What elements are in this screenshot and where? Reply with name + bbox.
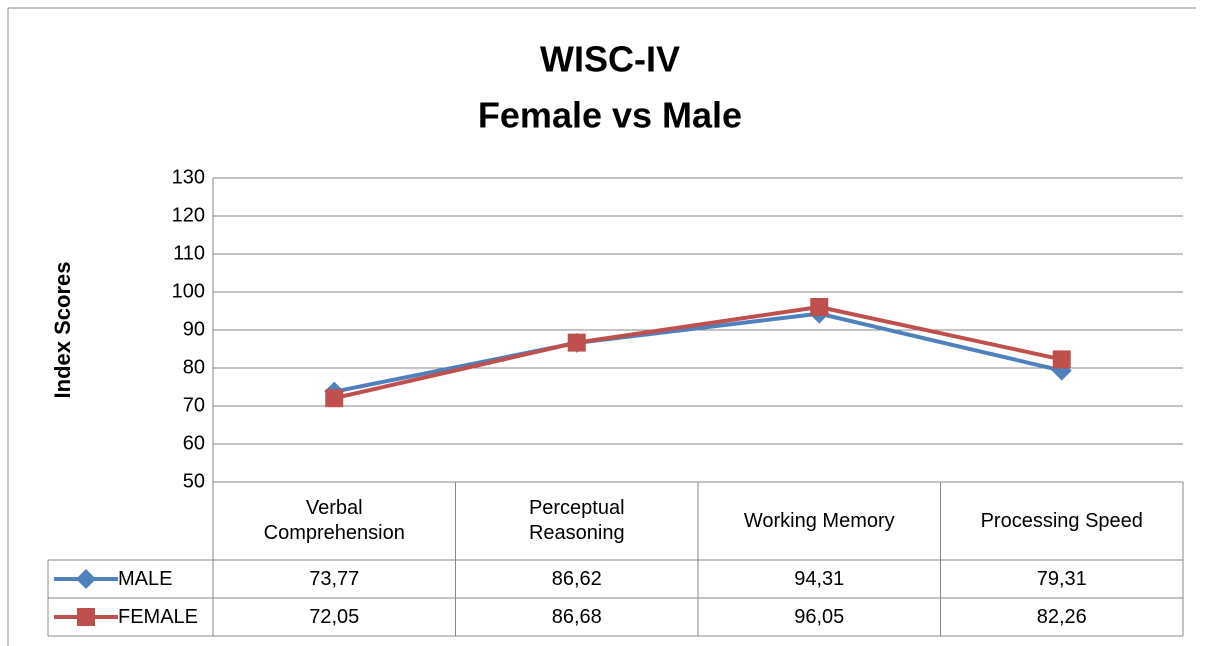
y-axis-title: Index Scores bbox=[50, 262, 75, 399]
x-tick-label-text: Processing Speed bbox=[980, 509, 1143, 532]
chart-title: WISC-IV bbox=[540, 39, 680, 80]
y-tick-label: 80 bbox=[183, 356, 205, 378]
y-tick-label: 90 bbox=[183, 318, 205, 340]
data-label-text: 72,05 bbox=[309, 605, 360, 628]
y-tick-label: 130 bbox=[172, 166, 205, 188]
legend-label: MALE bbox=[118, 560, 213, 598]
legend-marker bbox=[76, 569, 96, 589]
y-tick-label: 100 bbox=[172, 280, 205, 302]
legend-label-text: MALE bbox=[118, 567, 173, 590]
data-label-text: 73,77 bbox=[309, 567, 360, 590]
marker bbox=[810, 298, 829, 317]
x-tick-label: Verbal Comprehension bbox=[213, 482, 456, 560]
series-line bbox=[333, 311, 1063, 394]
x-tick-label-text: Working Memory bbox=[743, 509, 895, 532]
data-label-text: 82,26 bbox=[1036, 605, 1087, 628]
data-label: 94,31 bbox=[698, 560, 941, 598]
y-tick-label: 60 bbox=[183, 432, 205, 454]
y-tick-label: 70 bbox=[183, 394, 205, 416]
data-label-text: 94,31 bbox=[794, 567, 845, 590]
legend-label: FEMALE bbox=[118, 598, 213, 636]
data-label: 73,77 bbox=[213, 560, 456, 598]
x-tick-label: Working Memory bbox=[698, 482, 941, 560]
data-label-text: 86,68 bbox=[551, 605, 602, 628]
y-tick-label: 120 bbox=[172, 204, 205, 226]
data-label: 86,68 bbox=[456, 598, 699, 636]
data-label-text: 96,05 bbox=[794, 605, 845, 628]
data-label-text: 79,31 bbox=[1036, 567, 1087, 590]
data-label: 82,26 bbox=[941, 598, 1184, 636]
marker bbox=[325, 389, 344, 408]
data-label-text: 86,62 bbox=[551, 567, 602, 590]
data-label: 79,31 bbox=[941, 560, 1184, 598]
x-tick-label-text: Verbal Comprehension bbox=[263, 497, 405, 544]
y-tick-label: 110 bbox=[173, 242, 205, 264]
legend-label-text: FEMALE bbox=[118, 605, 199, 628]
marker bbox=[567, 333, 586, 352]
legend-marker bbox=[77, 608, 95, 626]
data-label: 72,05 bbox=[213, 598, 456, 636]
x-tick-label: Processing Speed bbox=[941, 482, 1184, 560]
series-line bbox=[333, 305, 1063, 401]
x-tick-label: Perceptual Reasoning bbox=[456, 482, 699, 560]
data-label: 86,62 bbox=[456, 560, 699, 598]
marker bbox=[1052, 350, 1071, 369]
chart-subtitle: Female vs Male bbox=[478, 95, 742, 136]
y-tick-label: 50 bbox=[183, 470, 205, 492]
x-tick-label-text: Perceptual Reasoning bbox=[528, 497, 625, 544]
data-label: 96,05 bbox=[698, 598, 941, 636]
